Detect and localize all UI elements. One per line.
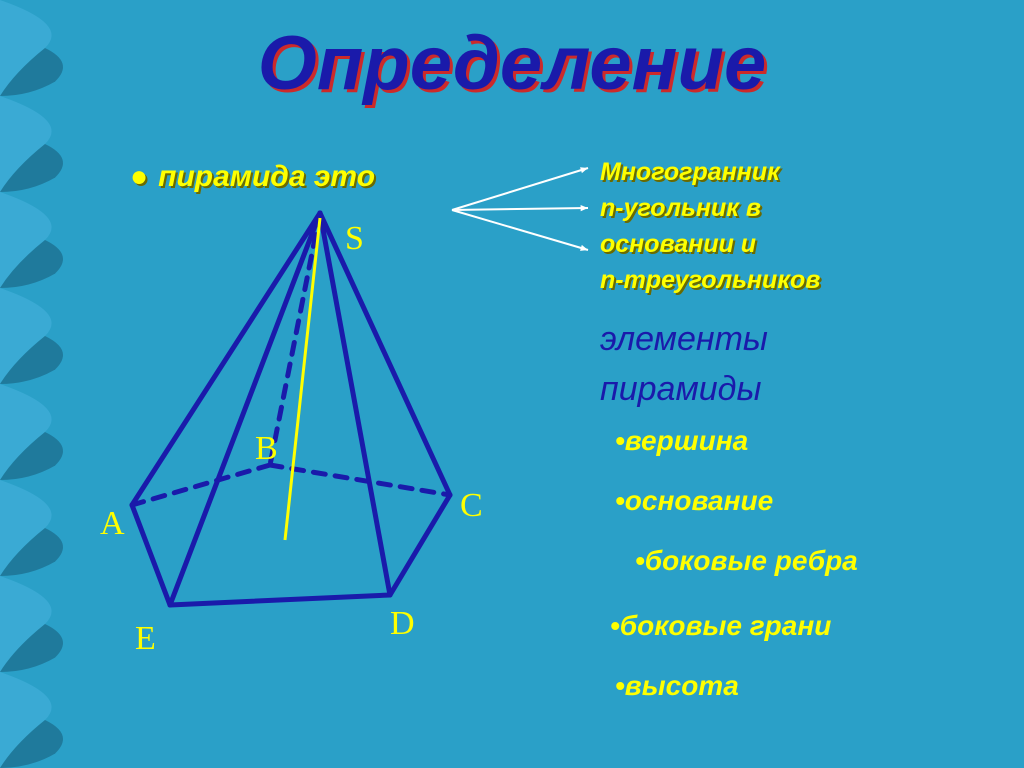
vertex-label-C: C xyxy=(460,487,483,525)
element-list-item: •боковые ребра xyxy=(635,545,858,577)
vertex-label-D: D xyxy=(390,605,415,643)
pyramid-diagram xyxy=(80,195,500,655)
element-list-item: •вершина xyxy=(615,425,748,457)
definition-line: n-треугольников xyxy=(600,266,820,295)
vertex-label-E: E xyxy=(135,620,156,658)
slide: Определение Определение ●пирамида это ●п… xyxy=(0,0,1024,768)
slide-title: Определение xyxy=(0,20,1024,107)
vertex-label-S: S xyxy=(345,220,364,258)
elements-title: пирамиды xyxy=(600,370,761,409)
element-list-item: •боковые грани xyxy=(610,610,831,642)
elements-title: элементы xyxy=(600,320,768,359)
definition-line: Многогранник xyxy=(600,158,780,187)
definition-line: n-угольник в xyxy=(600,194,761,223)
vertex-label-B: B xyxy=(255,430,278,468)
spiral-decoration xyxy=(0,0,90,768)
main-bullet: ●пирамида это xyxy=(130,160,375,194)
element-list-item: •высота xyxy=(615,670,739,702)
element-list-item: •основание xyxy=(615,485,773,517)
vertex-label-A: A xyxy=(100,505,125,543)
definition-line: основании и xyxy=(600,230,756,259)
